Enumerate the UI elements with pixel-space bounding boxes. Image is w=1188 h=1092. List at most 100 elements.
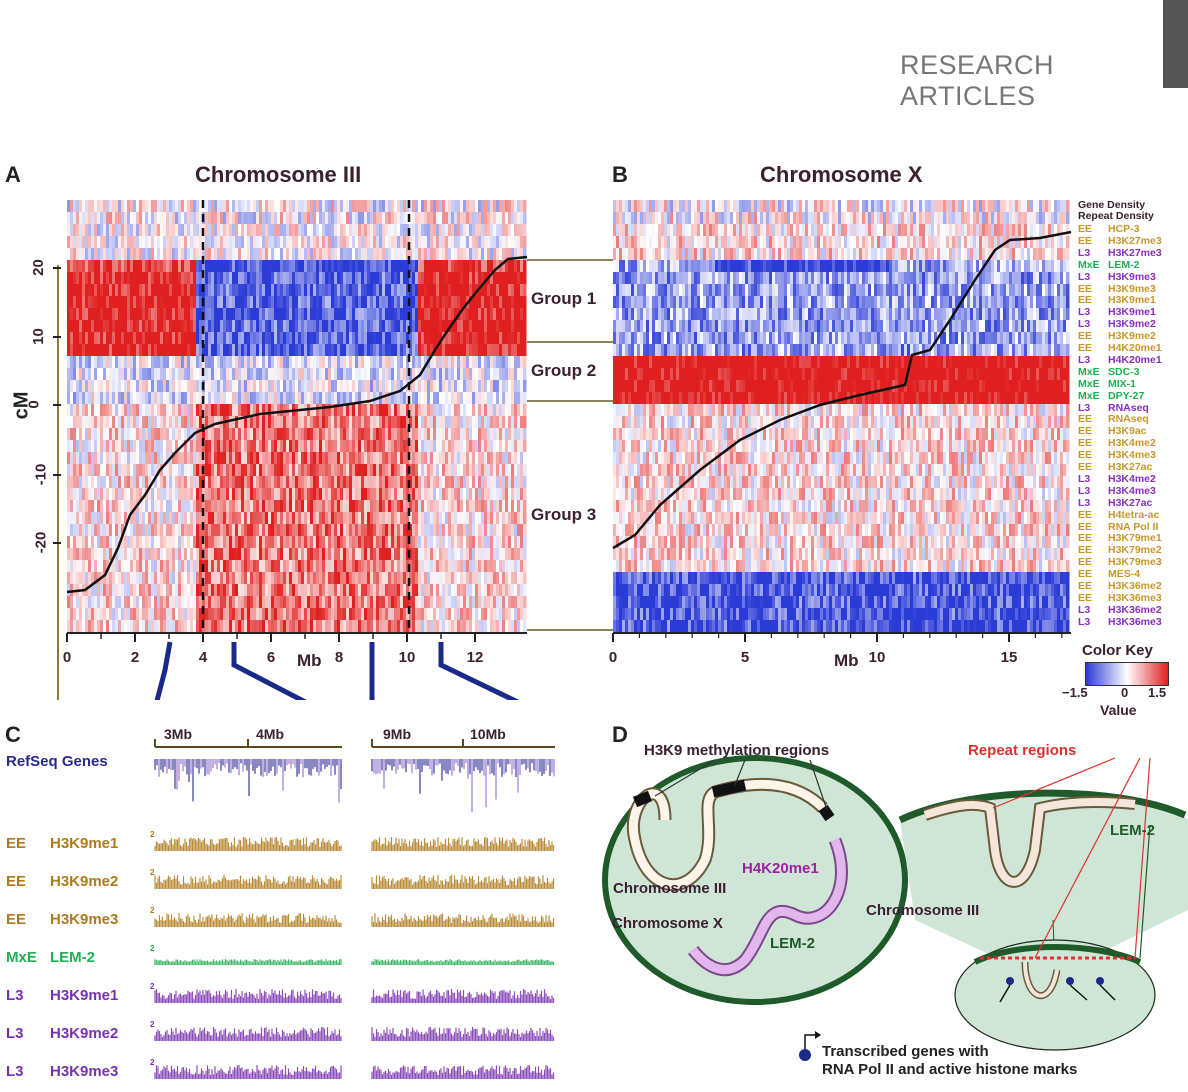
track-label-31: EE H3K36me3 xyxy=(1078,591,1162,604)
row-y-tick: 2 xyxy=(150,830,155,839)
genetic-map-curve-iii xyxy=(66,255,528,594)
pol2-dot-2 xyxy=(1066,977,1074,985)
heatmap-chromosome-x xyxy=(613,200,1070,632)
track-mark: H4K20me1 xyxy=(1108,353,1162,366)
track-mark: RNAseq xyxy=(1108,401,1149,414)
track-mark: H3K36me3 xyxy=(1108,615,1162,628)
track-stage: MxE xyxy=(1078,258,1100,271)
group-2-label: Group 2 xyxy=(529,361,599,381)
row-y-tick: 2 xyxy=(150,1058,155,1067)
color-key-gradient xyxy=(1085,662,1169,686)
track-label-10: EE H4K20me1 xyxy=(1078,342,1162,354)
color-key-max: 1.5 xyxy=(1148,685,1167,700)
h3k9-methylation-label: H3K9 methylation regions xyxy=(644,742,830,759)
track-mark: H3K36me2 xyxy=(1108,603,1162,616)
y-tick-mark xyxy=(53,267,61,269)
y-tick-label: -20 xyxy=(32,531,50,554)
x-tick-label: 10 xyxy=(869,649,886,666)
chromosome-x-label: Chromosome X xyxy=(612,915,723,932)
pol2-dot-1 xyxy=(1006,977,1014,985)
track-label-29: EE MES-4 xyxy=(1078,568,1141,581)
nucleus-left xyxy=(602,755,908,1005)
color-key-min: −1.5 xyxy=(1062,685,1088,700)
row-y-tick: 2 xyxy=(150,982,155,991)
track-label-0: EE HCP-3 xyxy=(1078,223,1140,235)
legend-line-1: Transcribed genes with xyxy=(822,1043,989,1060)
track-mark: H3K9me2 xyxy=(1108,330,1156,343)
h3k9-region-1 xyxy=(632,790,653,808)
track-stage: L3 xyxy=(1078,401,1091,414)
track-label-22: L3 H3K4me3 xyxy=(1078,484,1156,497)
track-stage: EE xyxy=(1078,556,1093,569)
y-tick-mark xyxy=(53,542,61,544)
panel-c-row-label: L3 H3K9me1 xyxy=(6,987,119,1004)
lem2-label-right: LEM-2 xyxy=(1110,822,1155,839)
track-label-20: EE H3K27ac xyxy=(1078,461,1153,473)
group-3-label: Group 3 xyxy=(529,505,599,525)
track-stage: EE xyxy=(1078,330,1093,343)
track-stage: EE xyxy=(1078,223,1093,235)
y-tick-mark xyxy=(53,474,61,476)
zoom-connector-4 xyxy=(438,642,520,700)
track-stage: EE xyxy=(1078,294,1093,307)
track-mark: H3K27ac xyxy=(1108,461,1153,473)
track-stage: EE xyxy=(1078,520,1093,533)
track-label-26: EE H3K79me1 xyxy=(1078,533,1162,544)
legend-line-2: RNA Pol II and active histone marks xyxy=(822,1061,1078,1078)
track-label-11: L3 H4K20me1 xyxy=(1078,353,1162,366)
track-mark: H3K4me3 xyxy=(1108,484,1156,497)
color-key-mid: 0 xyxy=(1121,685,1129,700)
row-y-tick: 2 xyxy=(150,944,155,953)
panel-d-schematic xyxy=(602,755,1188,1061)
y-tick-mark xyxy=(53,336,61,338)
track-mark: H3K9me3 xyxy=(1108,270,1156,283)
y-tick-label: 0 xyxy=(25,400,43,409)
track-label-15: L3 RNAseq xyxy=(1078,401,1149,414)
x-tick-label: 5 xyxy=(741,649,749,666)
track-mark: H3K79me1 xyxy=(1108,532,1162,545)
track-stage: MxE xyxy=(1078,365,1100,378)
zoom-connector-2 xyxy=(231,642,307,700)
y-tick-label: -10 xyxy=(32,463,50,486)
panel-c-row-label: L3 H3K9me3 xyxy=(6,1063,119,1080)
scale-9mb: 9Mb xyxy=(383,726,411,742)
panel-b-label: B xyxy=(612,162,628,187)
x-tick-label: 15 xyxy=(1001,649,1018,666)
track-label-1: EE H3K27me3 xyxy=(1078,235,1162,247)
track-label-21: L3 H3K4me2 xyxy=(1078,472,1156,485)
x-axis-label-a: Mb xyxy=(297,651,322,670)
repeat-density-label: Repeat Density xyxy=(1078,210,1154,222)
panel-a-title: Chromosome III xyxy=(195,162,362,187)
h3k9-region-3 xyxy=(818,804,835,822)
track-stage: EE xyxy=(1078,580,1093,592)
track-label-9: EE H3K9me2 xyxy=(1078,330,1156,343)
track-stage: L3 xyxy=(1078,472,1091,485)
track-stage: EE xyxy=(1078,437,1093,450)
legend-pol2-dot xyxy=(799,1049,811,1061)
heatmap-overlays: 0 2 4 6 8 10 12 0 5 10 15 xyxy=(57,200,1072,700)
track-label-25: EE RNA Pol II xyxy=(1078,520,1158,533)
panel-b-title: Chromosome X xyxy=(760,162,923,187)
x-tick-label: 8 xyxy=(335,649,343,666)
track-stage: EE xyxy=(1078,508,1093,521)
x-tick-label: 10 xyxy=(399,649,416,666)
track-label-5: EE H3K9me3 xyxy=(1078,282,1156,295)
track-mark: H3K9me1 xyxy=(1108,306,1156,319)
track-label-23: L3 H3K27ac xyxy=(1078,497,1152,509)
track-mark: MES-4 xyxy=(1108,568,1141,581)
track-stage: EE xyxy=(1078,591,1093,604)
track-stage: EE xyxy=(1078,461,1093,473)
track-stage: L3 xyxy=(1078,484,1091,497)
track-label-12: MxE SDC-3 xyxy=(1078,365,1140,378)
x-tick-label: 4 xyxy=(199,649,208,666)
track-stage: EE xyxy=(1078,425,1093,438)
panel-c-row-label: EE H3K9me2 xyxy=(6,873,119,890)
track-stage: EE xyxy=(1078,532,1093,545)
x-tick-label: 0 xyxy=(63,649,71,666)
track-label-28: EE H3K79me3 xyxy=(1078,556,1162,569)
y-tick-mark xyxy=(53,404,61,406)
gene-density-label: Gene Density xyxy=(1078,199,1146,211)
track-label-16: EE RNAseq xyxy=(1078,414,1149,425)
track-stage: EE xyxy=(1078,282,1093,295)
